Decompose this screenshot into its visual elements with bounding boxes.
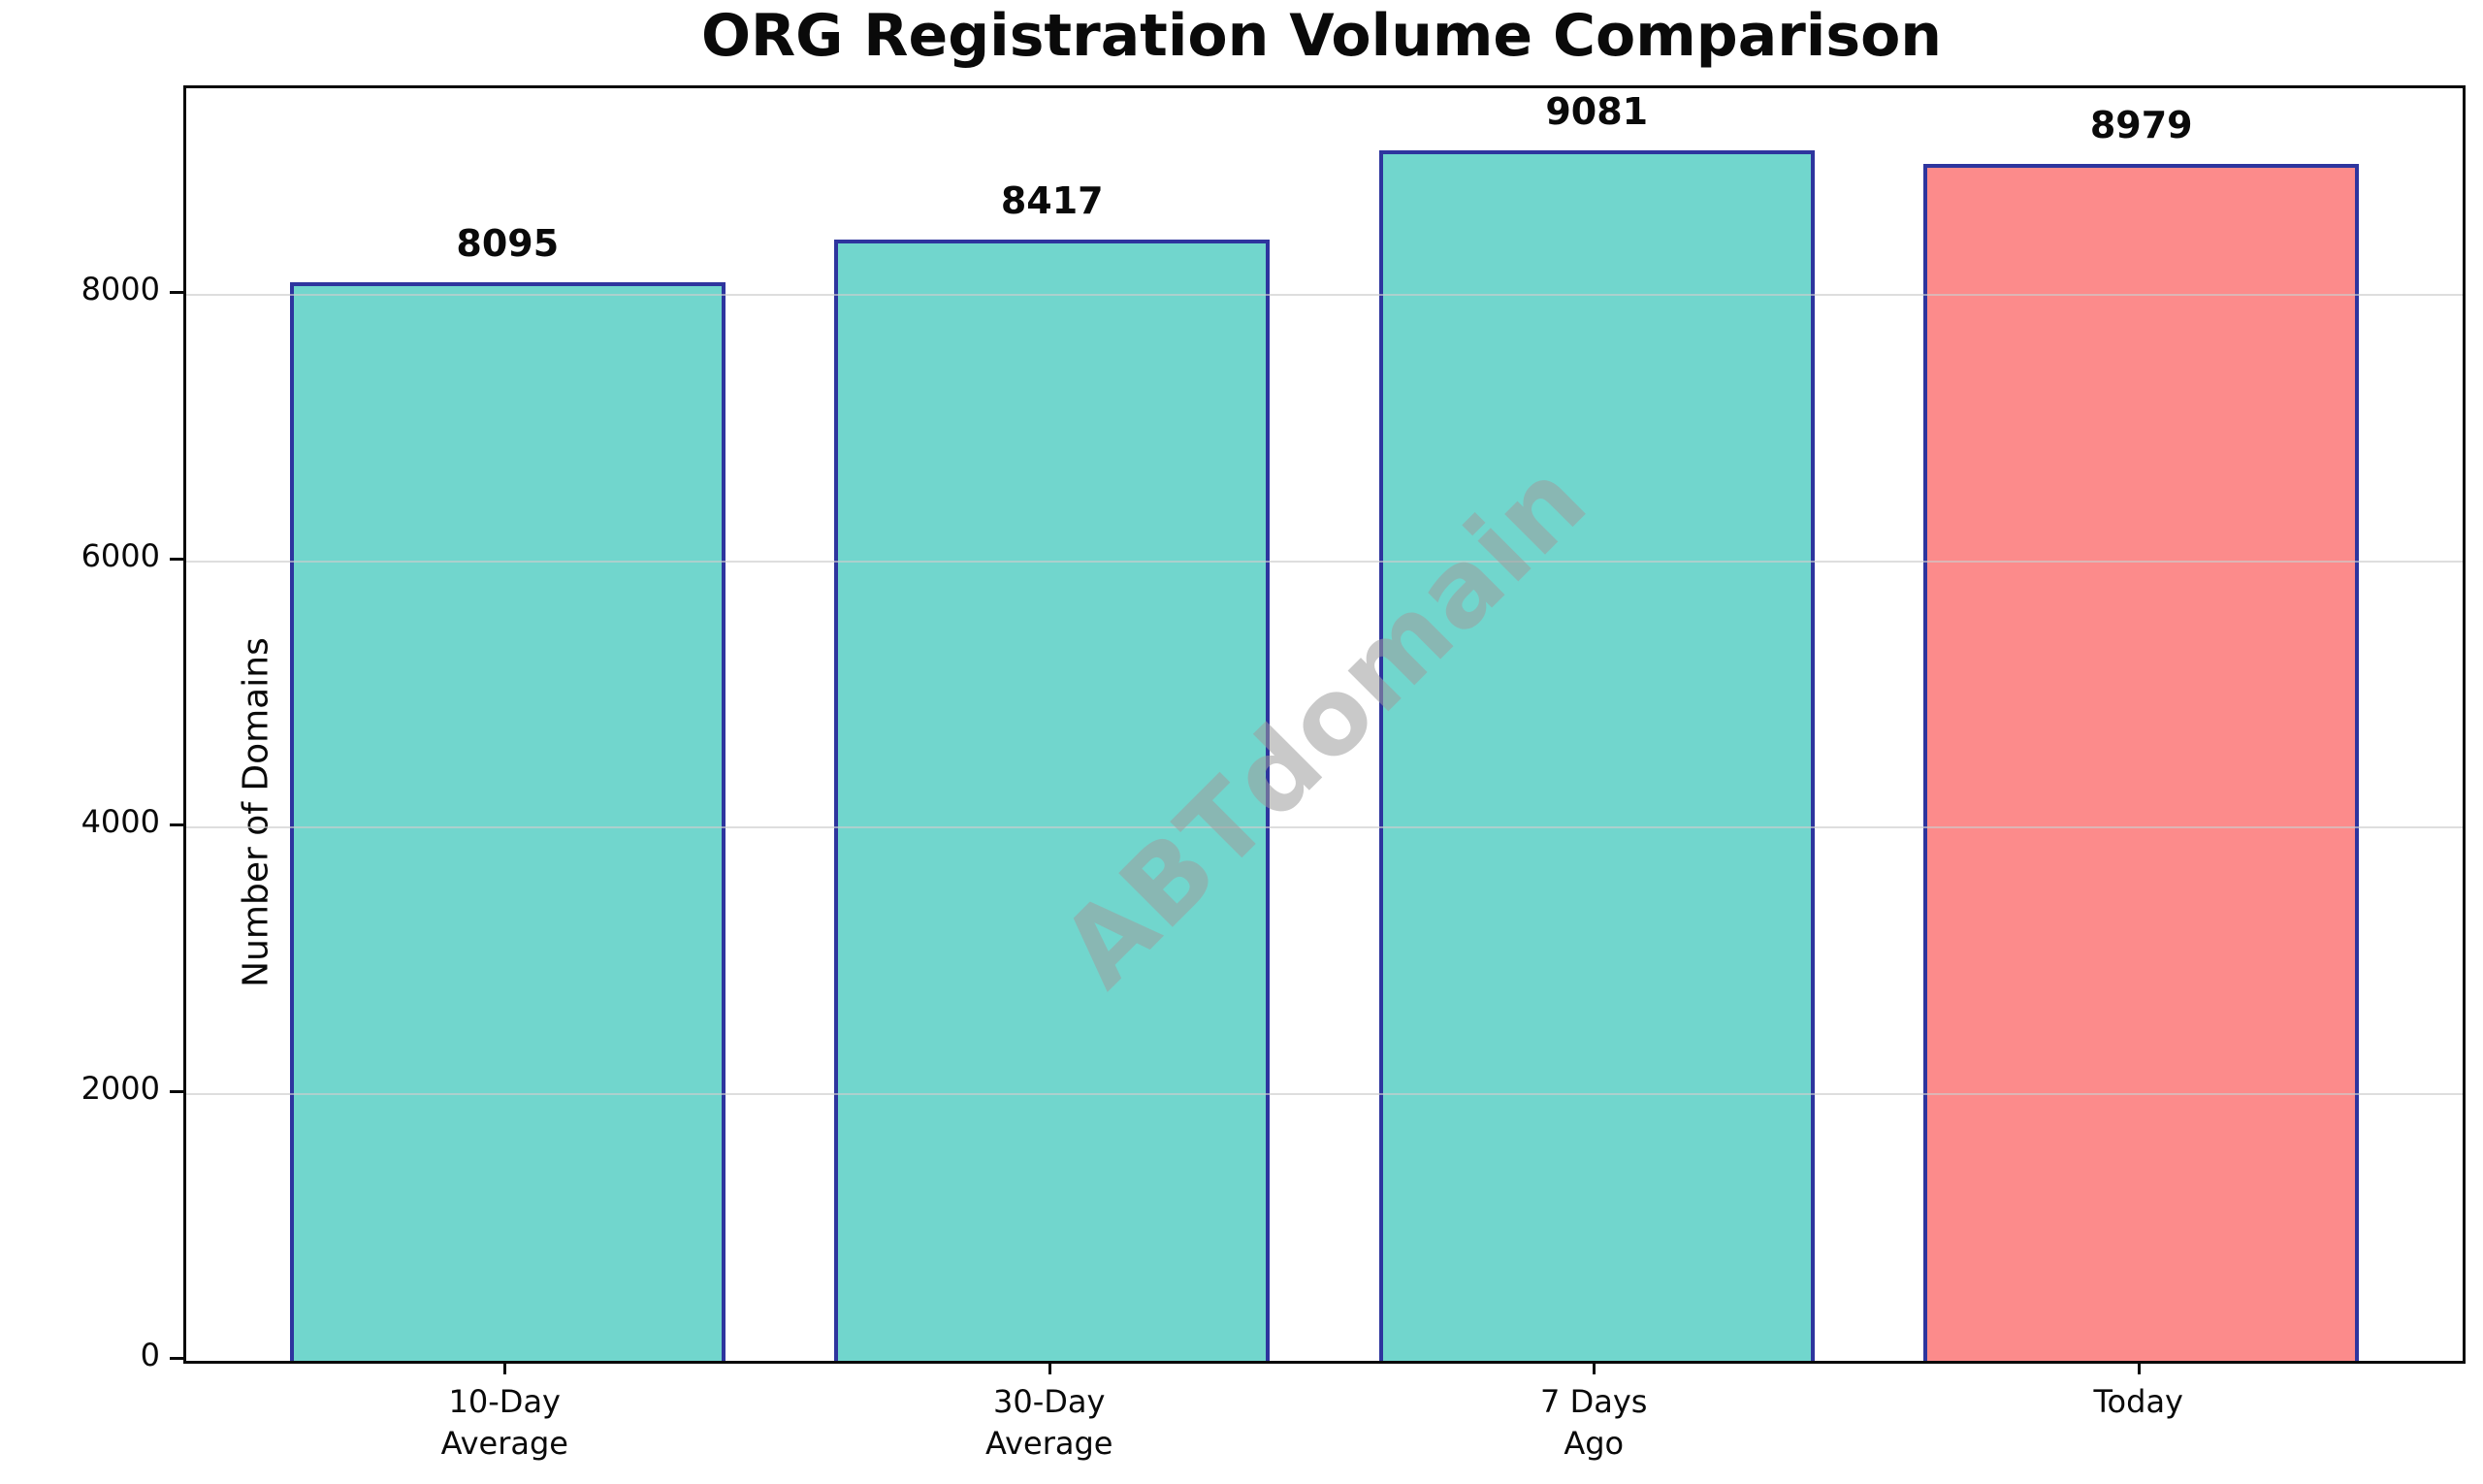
y-axis-label: Number of Domains — [236, 637, 276, 987]
gridline-y-6000 — [186, 560, 2463, 563]
bar-today — [1923, 164, 2360, 1361]
bar-value-label: 8979 — [2089, 104, 2193, 147]
x-tick-label: 30-Day Average — [985, 1383, 1113, 1463]
x-tick-mark — [2137, 1361, 2141, 1374]
gridline-y-4000 — [186, 826, 2463, 829]
x-tick-mark — [1048, 1361, 1051, 1374]
bar-30-day-average — [834, 239, 1271, 1361]
gridline-y-2000 — [186, 1093, 2463, 1096]
y-tick-label: 6000 — [81, 536, 160, 574]
y-tick-label: 8000 — [81, 270, 160, 307]
y-tick-label: 2000 — [81, 1070, 160, 1108]
bar-value-label: 8417 — [1000, 178, 1104, 222]
y-tick-mark — [170, 823, 183, 827]
bar-7-days-ago — [1378, 150, 1815, 1361]
y-tick-label: 4000 — [81, 803, 160, 841]
y-tick-mark — [170, 557, 183, 561]
bar-value-label: 8095 — [456, 221, 560, 265]
chart-title: ORG Registration Volume Comparison — [700, 2, 1943, 70]
x-tick-mark — [1593, 1361, 1596, 1374]
x-tick-label: Today — [2093, 1383, 2183, 1420]
bar-value-label: 9081 — [1545, 90, 1649, 134]
y-tick-mark — [170, 1357, 183, 1360]
plot-area: 8095 8417 9081 8979 ABTdomain Number of Dom… — [183, 85, 2466, 1364]
x-tick-label: 10-Day Average — [440, 1383, 568, 1463]
y-tick-label: 0 — [140, 1337, 160, 1373]
y-tick-mark — [170, 290, 183, 294]
x-tick-mark — [503, 1361, 507, 1374]
x-tick-label: 7 Days Ago — [1540, 1383, 1648, 1463]
bar-10-day-average — [289, 281, 726, 1361]
gridline-y-8000 — [186, 293, 2463, 296]
y-tick-mark — [170, 1090, 183, 1094]
